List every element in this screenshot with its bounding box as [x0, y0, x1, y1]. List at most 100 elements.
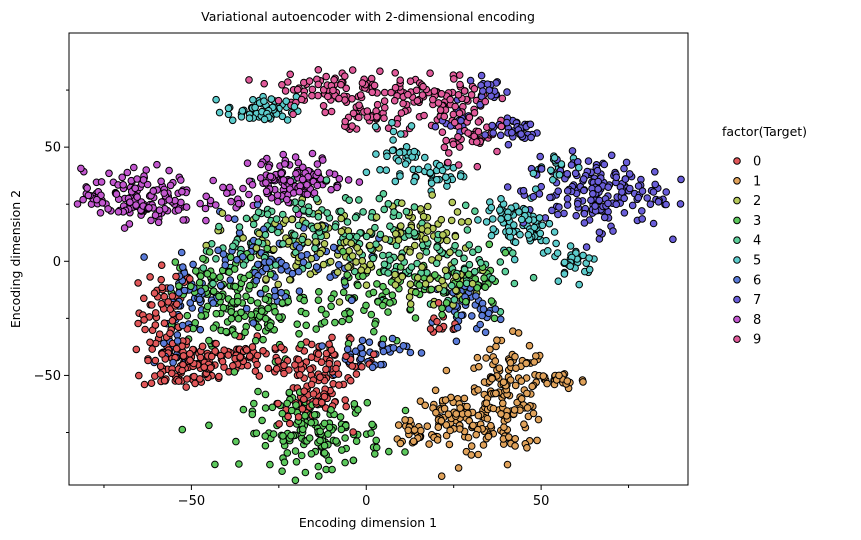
data-point-7: [594, 185, 602, 193]
data-point-6: [329, 243, 338, 252]
data-point-8: [182, 203, 191, 211]
data-point-3: [341, 458, 349, 467]
data-point-9: [358, 79, 367, 87]
data-point-9: [460, 87, 469, 95]
data-point-7: [591, 202, 599, 210]
data-point-4: [375, 194, 384, 203]
data-point-4: [390, 208, 398, 216]
data-point-7: [503, 88, 511, 96]
data-point-8: [248, 181, 257, 189]
data-point-1: [475, 362, 483, 371]
data-point-1: [563, 377, 572, 385]
data-point-3: [371, 320, 379, 328]
data-point-7: [488, 121, 497, 130]
data-point-8: [133, 175, 141, 183]
data-point-1: [442, 366, 451, 375]
legend-title: factor(Target): [722, 124, 807, 139]
data-point-0: [274, 399, 282, 408]
data-point-0: [186, 356, 194, 365]
data-point-3: [234, 314, 243, 323]
data-point-0: [168, 317, 177, 325]
data-point-7: [527, 133, 535, 142]
data-point-2: [306, 270, 315, 279]
data-point-7: [526, 120, 535, 129]
data-point-4: [305, 207, 313, 216]
data-point-8: [83, 184, 91, 192]
data-point-3: [292, 458, 301, 466]
data-point-0: [286, 419, 294, 428]
data-point-7: [612, 173, 621, 182]
data-point-8: [166, 181, 175, 190]
data-point-9: [380, 97, 389, 105]
data-point-0: [179, 352, 188, 360]
data-point-3: [212, 309, 221, 318]
data-point-5: [228, 116, 237, 125]
data-point-9: [404, 90, 412, 99]
data-point-3: [349, 456, 358, 465]
data-point-5: [510, 221, 518, 229]
data-point-0: [322, 365, 330, 374]
data-point-1: [409, 437, 418, 446]
data-point-1: [463, 402, 471, 411]
data-point-9: [355, 113, 363, 122]
data-point-6: [389, 344, 398, 352]
data-point-6: [453, 323, 462, 332]
data-point-7: [618, 188, 626, 196]
data-point-1: [437, 417, 446, 425]
data-point-3: [367, 429, 375, 437]
data-point-7: [479, 87, 487, 95]
data-point-6: [177, 248, 186, 257]
data-point-9: [329, 86, 337, 95]
data-point-9: [455, 71, 464, 79]
data-point-2: [320, 240, 329, 248]
data-point-5: [515, 208, 523, 216]
data-point-1: [484, 432, 493, 441]
data-point-6: [318, 342, 326, 350]
data-point-9: [327, 107, 336, 116]
data-point-9: [412, 86, 421, 95]
data-point-3: [247, 296, 255, 305]
data-point-4: [272, 215, 281, 223]
legend-marker-0: [733, 157, 741, 165]
data-point-6: [196, 325, 205, 334]
data-point-5: [497, 195, 505, 203]
data-point-9: [380, 114, 388, 122]
data-point-6: [417, 349, 426, 357]
data-point-3: [287, 431, 295, 440]
data-point-3: [175, 282, 183, 290]
y-tick-label: −50: [34, 369, 61, 384]
data-point-5: [290, 102, 299, 111]
data-point-9: [289, 110, 297, 119]
data-point-9: [341, 72, 349, 80]
data-point-8: [355, 178, 364, 186]
data-point-3: [442, 299, 451, 307]
data-point-3: [487, 297, 496, 305]
data-point-2: [347, 239, 356, 248]
data-point-6: [388, 334, 397, 343]
data-point-0: [248, 343, 257, 351]
data-point-2: [348, 252, 357, 260]
data-point-2: [304, 238, 312, 247]
data-point-4: [254, 208, 263, 216]
data-point-9: [442, 136, 450, 145]
data-point-3: [230, 368, 239, 376]
data-point-7: [651, 168, 659, 176]
data-point-9: [321, 108, 330, 117]
data-point-0: [182, 383, 190, 391]
data-point-8: [153, 160, 161, 169]
data-point-9: [473, 162, 482, 171]
data-point-0: [316, 373, 324, 382]
data-point-1: [442, 421, 451, 429]
data-point-3: [209, 324, 218, 332]
data-point-6: [335, 261, 343, 269]
data-point-0: [341, 396, 350, 404]
data-point-0: [215, 372, 223, 381]
data-point-9: [314, 80, 323, 89]
data-point-2: [381, 235, 390, 243]
data-point-6: [365, 338, 374, 347]
data-point-3: [320, 449, 329, 457]
data-point-1: [488, 374, 496, 383]
data-point-1: [523, 444, 531, 452]
data-point-0: [255, 372, 264, 380]
